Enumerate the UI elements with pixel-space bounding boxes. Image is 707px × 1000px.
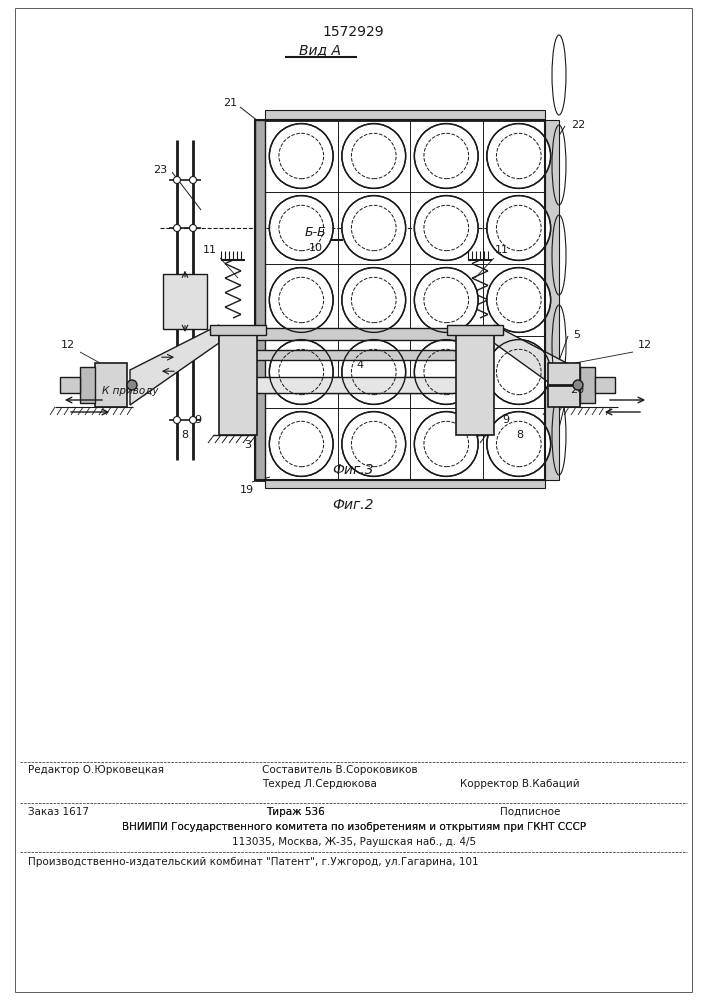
Ellipse shape [189,314,197,322]
Text: 12: 12 [638,340,652,350]
Text: Фиг.2: Фиг.2 [332,498,374,512]
Text: 11: 11 [203,245,217,255]
Bar [80,367,95,403]
Ellipse shape [189,225,197,232]
Text: Б-Б: Б-Б [305,227,327,239]
Ellipse shape [127,380,137,390]
Ellipse shape [173,314,180,322]
Ellipse shape [269,124,333,188]
Text: К приводу: К приводу [102,386,158,396]
Text: ВНИИПИ Государственного комитета по изобретениям и открытиям при ГКНТ СССР: ВНИИПИ Государственного комитета по изоб… [122,822,586,832]
Text: 8: 8 [182,430,189,440]
Ellipse shape [573,380,583,390]
Bar [225,328,487,340]
Text: Техред Л.Сердюкова: Техред Л.Сердюкова [262,779,377,789]
Ellipse shape [487,268,551,332]
Text: 9: 9 [503,415,510,425]
Bar [447,325,503,335]
Bar [60,377,80,393]
Ellipse shape [269,340,333,404]
Ellipse shape [342,268,406,332]
Text: 1572929: 1572929 [322,25,384,39]
Ellipse shape [173,176,180,184]
Text: 113035, Москва, Ж-35, Раушская наб., д. 4/5: 113035, Москва, Ж-35, Раушская наб., д. … [232,837,476,847]
Text: 4: 4 [356,360,363,370]
Ellipse shape [487,124,551,188]
Ellipse shape [173,225,180,232]
Text: 3: 3 [245,440,252,450]
Ellipse shape [414,412,478,476]
Text: 12: 12 [61,340,75,350]
Ellipse shape [342,124,406,188]
Text: 20: 20 [570,385,584,395]
Polygon shape [130,325,219,405]
Ellipse shape [342,196,406,260]
Text: 10: 10 [309,243,323,253]
Bar [225,350,487,360]
Polygon shape [494,325,580,405]
Ellipse shape [269,412,333,476]
Ellipse shape [342,412,406,476]
Ellipse shape [414,124,478,188]
Bar [580,367,595,403]
Text: Заказ 1617: Заказ 1617 [28,807,89,817]
Bar [545,120,559,480]
Ellipse shape [269,196,333,260]
Ellipse shape [342,340,406,404]
Text: 9: 9 [194,415,201,425]
Text: Производственно-издательский комбинат "Патент", г.Ужгород, ул.Гагарина, 101: Производственно-издательский комбинат "П… [28,857,479,867]
Ellipse shape [269,268,333,332]
Text: Редактор О.Юрковецкая: Редактор О.Юрковецкая [28,765,164,775]
Text: Подписное: Подписное [500,807,561,817]
Ellipse shape [414,268,478,332]
Text: 22: 22 [571,120,585,130]
Text: 11: 11 [495,245,509,255]
Bar [95,363,127,407]
Bar [255,120,265,480]
Ellipse shape [189,416,197,424]
Ellipse shape [487,340,551,404]
Text: 23: 23 [153,165,167,175]
Ellipse shape [173,416,180,424]
Bar [265,110,545,120]
Bar [210,325,266,335]
Text: Составитель В.Сороковиков: Составитель В.Сороковиков [262,765,418,775]
Bar [163,274,207,329]
Bar [595,377,615,393]
Text: 21: 21 [223,98,237,108]
Bar [456,330,494,435]
Text: Тираж 536: Тираж 536 [266,807,325,817]
Ellipse shape [414,340,478,404]
Text: 8: 8 [516,430,524,440]
Bar [265,480,545,488]
Text: Корректор В.Кабаций: Корректор В.Кабаций [460,779,580,789]
Ellipse shape [414,196,478,260]
Ellipse shape [189,176,197,184]
Bar [225,377,487,393]
Text: 5: 5 [573,330,580,340]
Ellipse shape [487,196,551,260]
Bar [548,363,580,407]
Bar [255,120,545,480]
Text: ВНИИПИ Государственного комитета по изобретениям и открытиям при ГКНТ СССР: ВНИИПИ Государственного комитета по изоб… [122,822,586,832]
Text: Тираж 536: Тираж 536 [266,807,325,817]
Ellipse shape [487,412,551,476]
Text: 19: 19 [240,485,254,495]
Text: Вид А: Вид А [299,43,341,57]
Text: Фиг.3: Фиг.3 [332,463,374,477]
Bar [219,330,257,435]
